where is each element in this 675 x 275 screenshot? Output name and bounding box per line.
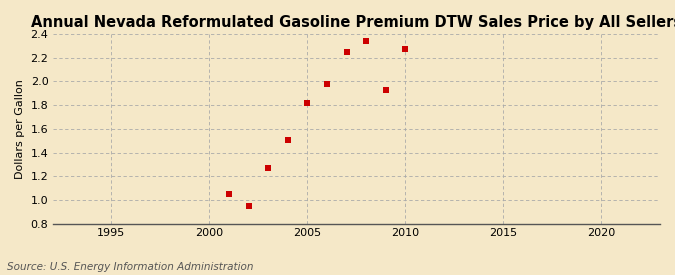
- Point: [321, 82, 332, 86]
- Point: [243, 204, 254, 208]
- Point: [282, 138, 293, 142]
- Point: [380, 87, 391, 92]
- Text: Source: U.S. Energy Information Administration: Source: U.S. Energy Information Administ…: [7, 262, 253, 272]
- Point: [341, 50, 352, 54]
- Y-axis label: Dollars per Gallon: Dollars per Gallon: [15, 79, 25, 179]
- Point: [302, 101, 313, 105]
- Point: [263, 166, 273, 170]
- Point: [400, 47, 410, 52]
- Title: Annual Nevada Reformulated Gasoline Premium DTW Sales Price by All Sellers: Annual Nevada Reformulated Gasoline Prem…: [31, 15, 675, 30]
- Point: [223, 192, 234, 196]
- Point: [360, 39, 371, 43]
